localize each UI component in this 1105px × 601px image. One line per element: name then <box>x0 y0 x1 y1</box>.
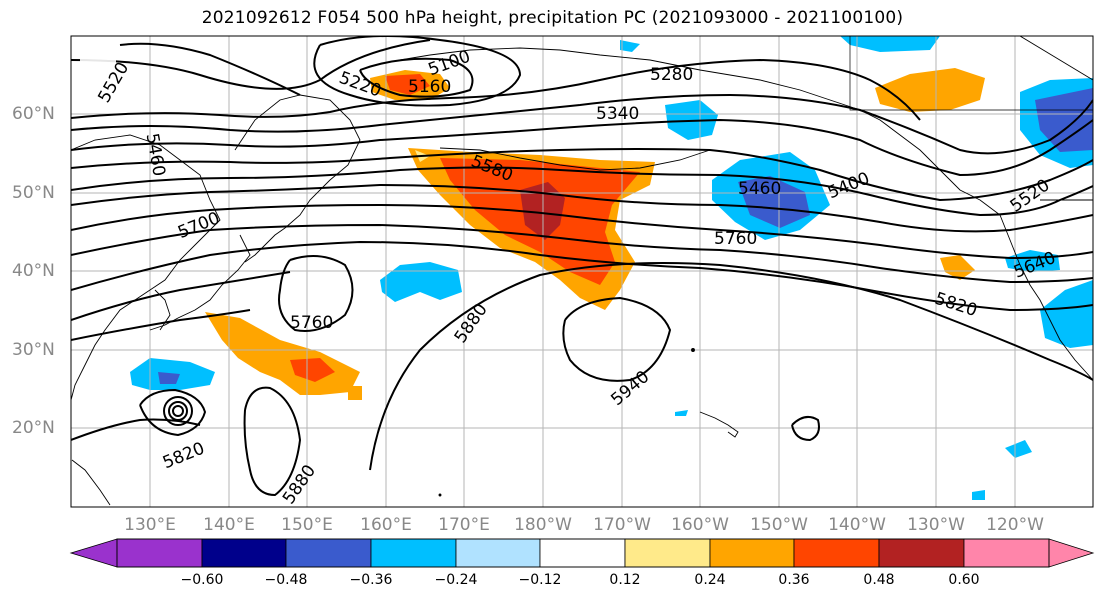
contour-label: 5280 <box>650 65 693 85</box>
lon-label: 150°E <box>281 515 333 535</box>
contour-label: 5760 <box>290 313 333 333</box>
contour-label: 5160 <box>408 77 451 97</box>
coast-kamchatka <box>234 94 361 229</box>
colorbar-tick-label: −0.24 <box>434 572 478 588</box>
colorbar-tick-label: −0.36 <box>349 572 393 588</box>
lon-label: 150°W <box>750 515 808 535</box>
graticule <box>71 36 1093 507</box>
lat-label: 60°N <box>12 104 55 124</box>
lon-label: 120°W <box>986 515 1044 535</box>
lon-label: 130°W <box>907 515 965 535</box>
contour-label: 5340 <box>596 104 639 124</box>
lon-label: 170°W <box>593 515 651 535</box>
coast-kuril <box>244 227 286 263</box>
lon-label: 160°E <box>360 515 412 535</box>
colorbar-tick-label: −0.12 <box>518 572 562 588</box>
colorbar-tick-label: 0.36 <box>778 572 810 588</box>
colorbar-over-arrow <box>1048 538 1095 568</box>
colorbar-tick-label: 0.60 <box>948 572 980 588</box>
colorbar-tick-label: 0.12 <box>609 572 641 588</box>
colorbar <box>69 538 1095 568</box>
lon-label: 160°W <box>671 515 729 535</box>
lon-label: 140°W <box>828 515 886 535</box>
colorbar-under-arrow <box>69 538 118 568</box>
coast-aleutians <box>439 147 711 171</box>
lon-label: 130°E <box>124 515 176 535</box>
lon-label: 140°E <box>203 515 255 535</box>
coast-namerica <box>999 214 1093 381</box>
height-contours <box>71 36 1093 497</box>
colorbar-tick-label: −0.48 <box>264 572 308 588</box>
map-frame <box>70 35 1094 508</box>
contour-label: 5760 <box>714 229 757 249</box>
lon-label: 170°E <box>438 515 490 535</box>
lat-label: 50°N <box>12 183 55 203</box>
colorbar-tick-label: −0.60 <box>180 572 224 588</box>
coast-asia <box>71 134 221 401</box>
lat-label: 40°N <box>12 261 55 281</box>
lat-label: 30°N <box>12 340 55 360</box>
colorbar-tick-label: 0.24 <box>694 572 726 588</box>
lat-label: 20°N <box>12 418 55 438</box>
lon-label: 180°W <box>514 515 572 535</box>
contour-label: 5460 <box>738 179 781 199</box>
map-title: 2021092612 F054 500 hPa height, precipit… <box>201 8 904 28</box>
colorbar-tick-label: 0.48 <box>863 572 895 588</box>
